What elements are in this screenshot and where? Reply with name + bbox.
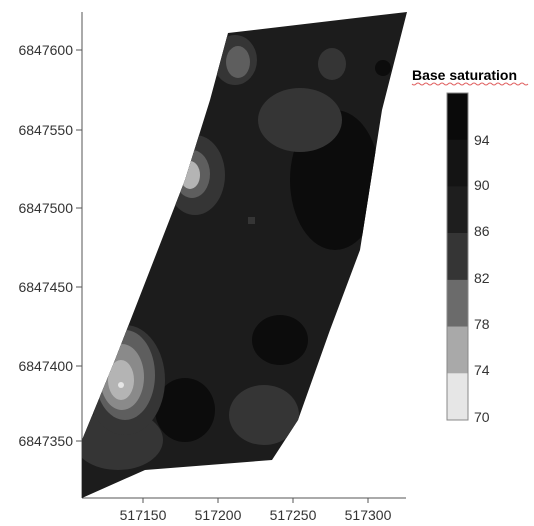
- legend-label: 90: [474, 177, 490, 193]
- lightest-zone: [108, 360, 134, 400]
- legend-label: 70: [474, 409, 490, 425]
- x-tick-label: 517250: [270, 507, 317, 523]
- legend-swatch-outline: [446, 92, 469, 421]
- y-tick-label: 6847400: [18, 358, 73, 374]
- x-axis-ticks: 517150 517200 517250 517300: [120, 498, 392, 523]
- x-tick-label: 517300: [345, 507, 392, 523]
- legend-title-underline: [411, 82, 529, 86]
- y-tick-label: 6847550: [18, 122, 73, 138]
- legend-swatch: [447, 139, 468, 187]
- legend-label: 74: [474, 362, 490, 378]
- legend-swatch: [447, 326, 468, 374]
- x-tick-label: 517200: [195, 507, 242, 523]
- legend-swatch: [447, 93, 468, 141]
- legend-label: 82: [474, 270, 490, 286]
- brightest-spot: [118, 382, 124, 388]
- legend-labels: 94 90 86 82 78 74 70: [474, 132, 490, 425]
- y-tick-label: 6847600: [18, 42, 73, 58]
- y-tick-label: 6847500: [18, 200, 73, 216]
- legend-label: 78: [474, 316, 490, 332]
- legend-label: 86: [474, 223, 490, 239]
- y-tick-label: 6847450: [18, 279, 73, 295]
- mid-zone: [258, 88, 342, 152]
- legend-swatches: [446, 92, 469, 421]
- light-zone: [226, 46, 250, 78]
- interpolated-field: [82, 12, 407, 498]
- dark-zone: [155, 378, 215, 442]
- legend: Base saturation 94 90 86 82 78 74 70: [411, 67, 529, 425]
- dark-zone: [375, 60, 391, 76]
- y-axis-ticks: 6847600 6847550 6847500 6847450 6847400 …: [18, 42, 82, 449]
- legend-title: Base saturation: [412, 67, 517, 83]
- dark-zone: [252, 315, 308, 365]
- x-tick-label: 517150: [120, 507, 167, 523]
- mid-zone: [318, 48, 346, 80]
- mid-zone: [229, 385, 299, 445]
- mid-zone: [248, 217, 255, 224]
- legend-swatch: [447, 279, 468, 327]
- legend-swatch: [447, 373, 468, 421]
- lightest-zone: [180, 161, 200, 189]
- legend-label: 94: [474, 132, 490, 148]
- legend-swatch: [447, 186, 468, 234]
- legend-swatch: [447, 233, 468, 281]
- y-tick-label: 6847350: [18, 433, 73, 449]
